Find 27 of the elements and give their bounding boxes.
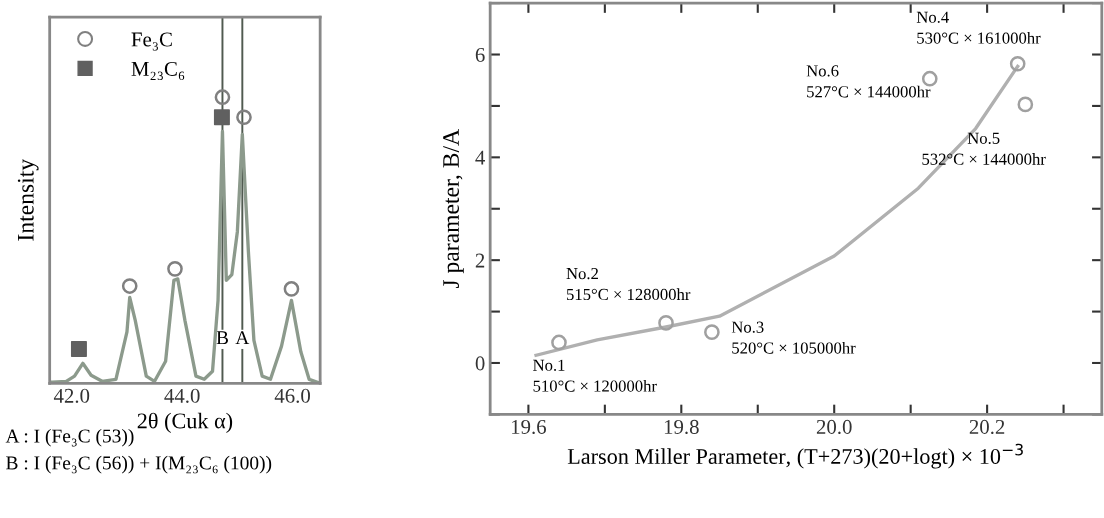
x-tick-label: 19.6	[512, 419, 547, 435]
x-tick-label: 20.2	[969, 419, 1005, 435]
y-tick-label: 2	[475, 253, 485, 268]
y-tick-label: 6	[475, 47, 485, 62]
annotation: No.2 515°C × 128000hr	[566, 267, 691, 301]
ref-line-label: B	[216, 331, 228, 345]
annotation: No.4 530°C × 161000hr	[916, 11, 1041, 44]
x-tick-label: 42.0	[53, 388, 90, 403]
legend-label: M₂₃C₆	[131, 61, 185, 81]
annotation: No.1 510°C × 120000hr	[533, 359, 657, 392]
y-axis-title: J parameter, B/A	[443, 129, 464, 289]
annotation: No.3 520°C × 105000hr	[731, 321, 856, 354]
ref-line-label: A	[235, 331, 250, 345]
y-tick-label: 0	[475, 356, 485, 371]
x-axis-title: Larson Miller Parameter, (T+273)(20+logt) × 10$^{−3}$	[567, 443, 1023, 469]
y-axis-title: Intensity	[17, 158, 39, 241]
annotation: No.6 527°C × 144000hr	[806, 65, 931, 98]
text: B : I (Fe₃C (56)) + I(M₂₃C₆ (100))	[6, 455, 272, 474]
text: A : I (Fe₃C (53))	[5, 428, 134, 447]
legend-label: Fe₃C	[131, 32, 172, 51]
x-tick-label: 44.0	[164, 388, 200, 403]
x-tick-label: 20.0	[816, 419, 852, 435]
annotation: No.5 532°C × 144000hr	[922, 132, 1046, 165]
x-tick-label: 46.0	[274, 388, 310, 403]
x-tick-label: 19.8	[664, 419, 699, 435]
y-tick-label: 4	[475, 150, 485, 165]
x-axis-title: 2θ (Cuk α)	[137, 412, 233, 433]
